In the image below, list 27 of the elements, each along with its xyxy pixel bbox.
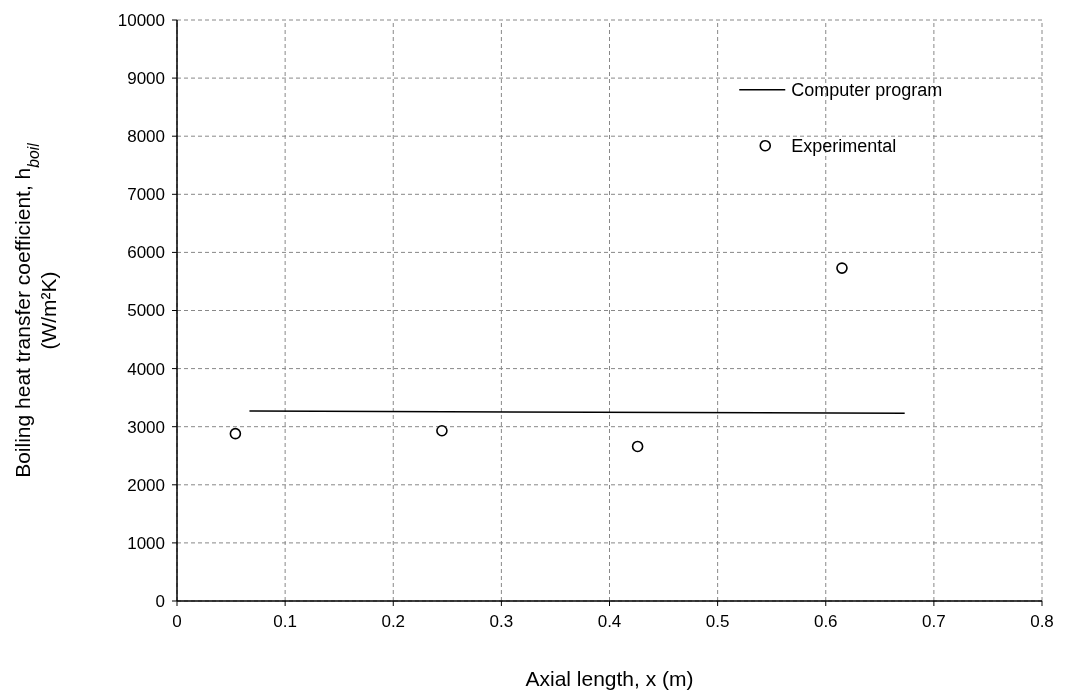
x-tick-label: 0: [172, 612, 182, 631]
y-tick-label: 9000: [127, 69, 165, 89]
x-tick-label: 0.4: [597, 612, 622, 631]
point: [836, 262, 848, 274]
y-tick-label: 5000: [127, 301, 165, 321]
y-tick-label: 8000: [127, 127, 165, 147]
x-tick-label: 0.3: [489, 612, 514, 631]
y-tick-label: 1000: [127, 533, 165, 553]
y-tick-label: 0: [155, 591, 165, 611]
point: [436, 424, 448, 437]
y-tick-label: 3000: [127, 417, 165, 437]
point: [631, 440, 644, 453]
x-tick-label: 0.5: [705, 612, 730, 631]
y-tick-label: 7000: [127, 185, 165, 205]
y-tick-label: 10000: [117, 10, 165, 30]
x-axis-title: Axial length, x (m): [525, 667, 694, 690]
point: [229, 427, 242, 440]
y-tick-label: 6000: [127, 243, 165, 263]
y-tick-label: 4000: [127, 359, 165, 379]
x-tick-label: 0.8: [1030, 612, 1054, 631]
legend-label: Experimental: [791, 136, 897, 157]
x-tick-label: 0.7: [922, 612, 946, 631]
x-tick-label: 0.6: [813, 612, 838, 631]
legend-label: Computer program: [791, 80, 943, 101]
x-tick-label: 0.2: [381, 612, 406, 631]
x-tick-label: 0.1: [273, 612, 297, 631]
y-tick-label: 2000: [127, 475, 165, 495]
